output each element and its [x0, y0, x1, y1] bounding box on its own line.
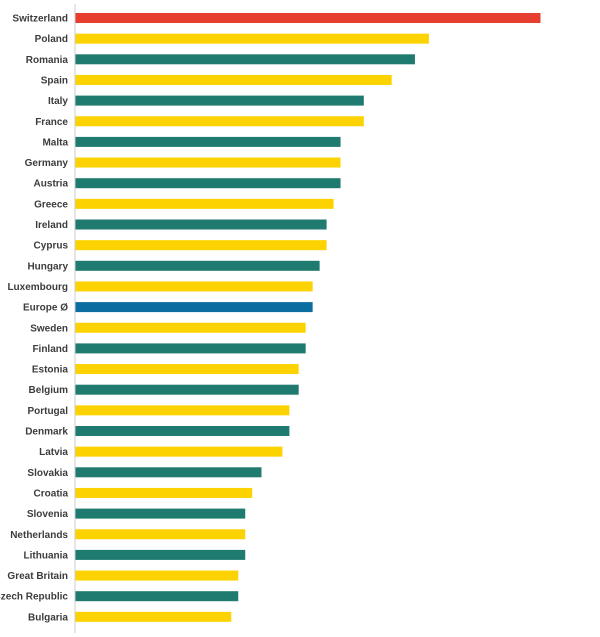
category-label-belgium: Belgium: [29, 385, 69, 396]
bar-netherlands: [75, 529, 246, 540]
bar-sweden: [75, 322, 306, 333]
bar-spain: [75, 74, 392, 85]
bar-belgium: [75, 384, 299, 395]
category-label-luxembourg: Luxembourg: [7, 282, 68, 293]
bar-finland: [75, 343, 306, 354]
category-label-europe: Europe Ø: [23, 303, 68, 314]
category-label-netherlands: Netherlands: [10, 530, 68, 541]
bar-malta: [75, 136, 341, 147]
bar-poland: [75, 33, 429, 44]
category-label-czech-republic: Czech Republic: [0, 592, 68, 603]
bar-greece: [75, 198, 334, 209]
bar-luxembourg: [75, 281, 313, 292]
category-label-bulgaria: Bulgaria: [28, 612, 68, 623]
category-label-latvia: Latvia: [39, 447, 68, 458]
bar-croatia: [75, 487, 253, 498]
category-label-finland: Finland: [32, 344, 68, 355]
category-label-denmark: Denmark: [25, 427, 68, 438]
category-label-portugal: Portugal: [27, 406, 68, 417]
bar-switzerland: [75, 13, 541, 23]
bar-romania: [75, 54, 415, 65]
category-label-hungary: Hungary: [27, 261, 68, 272]
category-label-sweden: Sweden: [30, 323, 68, 334]
category-label-germany: Germany: [25, 158, 69, 169]
bar-portugal: [75, 405, 290, 416]
category-label-great-britain: Great Britain: [7, 571, 68, 582]
category-label-spain: Spain: [41, 75, 68, 86]
bar-austria: [75, 178, 341, 189]
bar-denmark: [75, 426, 290, 436]
bar-ireland: [75, 219, 327, 230]
bar-estonia: [75, 364, 299, 375]
bar-europe: [75, 302, 313, 313]
bar-hungary: [75, 260, 320, 271]
bar-latvia: [75, 446, 283, 457]
bar-great-britain: [75, 570, 239, 581]
category-label-cyprus: Cyprus: [34, 241, 69, 252]
bar-slovenia: [75, 508, 246, 519]
category-label-estonia: Estonia: [32, 365, 69, 376]
category-label-slovakia: Slovakia: [27, 468, 68, 479]
bar-slovakia: [75, 467, 262, 478]
bar-germany: [75, 157, 341, 168]
category-label-france: France: [35, 117, 68, 128]
bar-cyprus: [75, 240, 327, 251]
category-label-italy: Italy: [48, 96, 68, 107]
bar-italy: [75, 95, 364, 106]
category-label-poland: Poland: [35, 34, 68, 45]
category-label-ireland: Ireland: [35, 220, 68, 231]
category-label-croatia: Croatia: [34, 488, 69, 499]
category-label-greece: Greece: [34, 199, 68, 210]
bar-czech-republic: [75, 591, 239, 602]
bar-france: [75, 116, 364, 127]
category-label-slovenia: Slovenia: [27, 509, 69, 520]
category-label-austria: Austria: [34, 179, 69, 190]
category-label-malta: Malta: [42, 137, 68, 148]
category-label-lithuania: Lithuania: [24, 550, 69, 561]
bar-lithuania: [75, 549, 246, 560]
category-label-romania: Romania: [26, 55, 69, 66]
category-label-switzerland: Switzerland: [12, 14, 68, 25]
bar-bulgaria: [75, 611, 232, 622]
